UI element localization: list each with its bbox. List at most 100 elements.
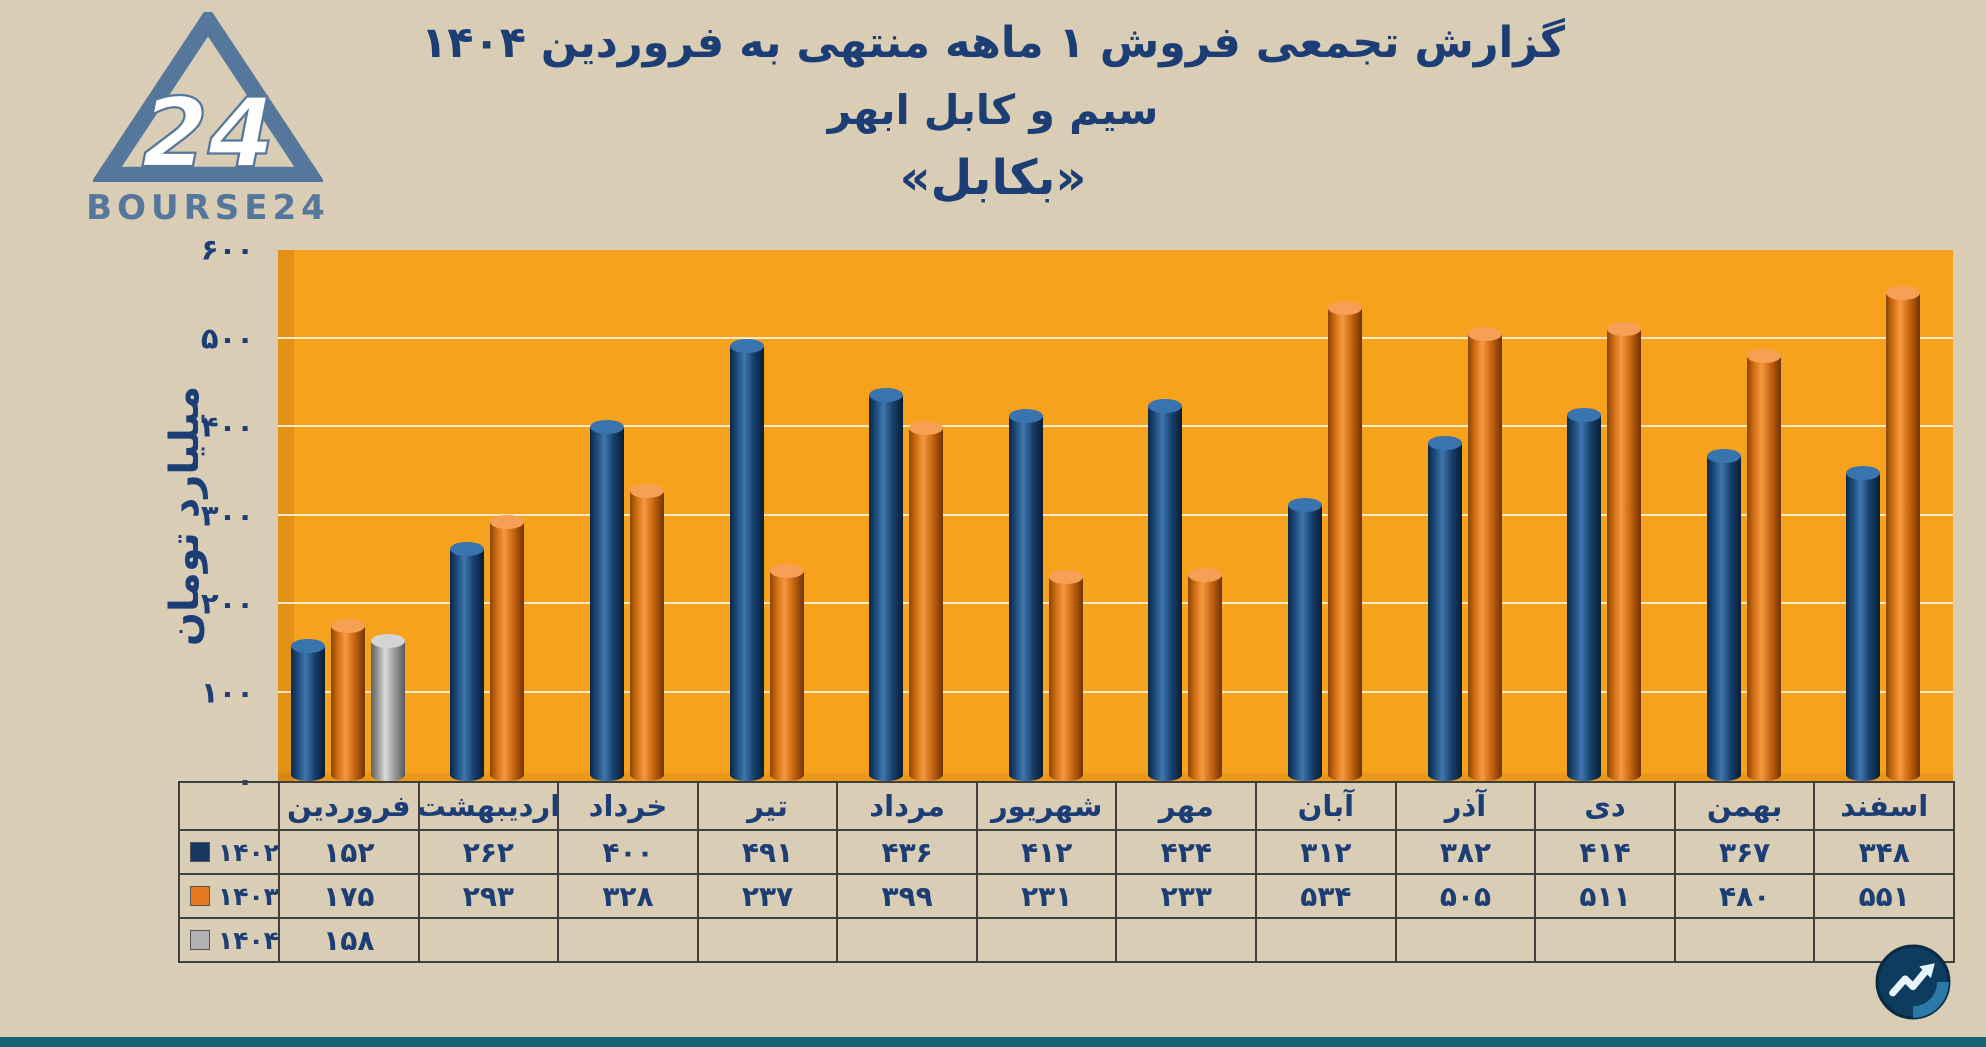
value-cell-series1-month2: ۳۲۸ [559, 875, 699, 919]
bar-top-icon [290, 639, 325, 653]
bar-top-icon [1188, 568, 1223, 582]
logo-number: 24 [142, 79, 274, 182]
value-cell-series0-month2: ۴۰۰ [559, 831, 699, 875]
value-cell-series2-month0: ۱۵۸ [280, 919, 420, 963]
bar-series1-month9 [1607, 322, 1641, 781]
logo-triangle-icon: 24 [90, 5, 326, 190]
plot-area [278, 250, 1953, 781]
value-cell-series1-month8: ۵۰۵ [1396, 875, 1537, 919]
y-axis: ۰ ۱۰۰ ۲۰۰ ۳۰۰ ۴۰۰ ۵۰۰ ۶۰۰ [0, 235, 262, 795]
bar-series1-month5 [1048, 570, 1083, 781]
gridline [278, 602, 1953, 604]
month-header-cell: مهر [1117, 783, 1258, 831]
bar-top-icon [1567, 408, 1601, 422]
bar-top-icon [769, 564, 804, 578]
legend-swatch [190, 886, 210, 906]
bar-series1-month11 [1886, 286, 1921, 781]
value-cell-series1-month4: ۳۹۹ [838, 875, 978, 919]
bar-series0-month1 [450, 542, 485, 781]
bar-top-icon [1467, 327, 1502, 341]
bourse24-watermark-icon [1875, 944, 1951, 1020]
ticker-symbol: «بکابل» [899, 150, 1087, 206]
bar-top-icon [729, 339, 764, 353]
value-cell-series2-month4 [838, 919, 978, 963]
bar-top-icon [1287, 498, 1322, 512]
value-cell-series1-month3: ۲۳۷ [698, 875, 839, 919]
y-tick-label: ۲۰۰ [200, 586, 254, 621]
bar-series0-month3 [729, 339, 764, 781]
y-tick-label: ۵۰۰ [200, 321, 254, 355]
bar-series1-month0 [330, 619, 365, 781]
bar-series0-month9 [1567, 408, 1601, 781]
bar-top-icon [1327, 301, 1362, 315]
bar-series0-month0 [290, 639, 325, 781]
value-cell-series2-month10 [1675, 919, 1816, 963]
value-cell-series0-month3: ۴۹۱ [698, 831, 839, 875]
value-cell-series1-month9: ۵۱۱ [1536, 875, 1676, 919]
bar-top-icon [330, 619, 365, 633]
bar-top-icon [869, 388, 904, 402]
value-cell-series1-month7: ۵۳۴ [1257, 875, 1397, 919]
gridline [278, 690, 1953, 693]
month-header-cell: دی [1536, 783, 1676, 831]
legend-cell: ۱۴۰۳ [180, 875, 280, 919]
value-cell-series2-month5 [977, 919, 1118, 963]
value-cell-series2-month3 [698, 919, 839, 963]
value-cell-series0-month1: ۲۶۲ [419, 831, 560, 875]
legend-year: ۱۴۰۲ [218, 837, 280, 867]
bar-top-icon [1886, 286, 1921, 300]
bar-top-icon [1746, 349, 1781, 363]
y-tick-label: ۱۰۰ [200, 675, 254, 709]
value-cell-series2-month8 [1396, 919, 1537, 963]
y-tick-label: ۴۰۰ [200, 409, 254, 444]
y-tick-label: ۶۰۰ [200, 232, 254, 267]
y-tick-label: ۳۰۰ [200, 498, 254, 532]
bar-series0-month8 [1427, 436, 1462, 781]
bar-series1-month6 [1188, 568, 1223, 781]
value-cell-series2-month7 [1257, 919, 1397, 963]
bar-top-icon [370, 634, 405, 648]
bar-top-icon [1008, 409, 1043, 423]
bar-series0-month2 [590, 420, 624, 781]
value-cell-series0-month10: ۳۶۷ [1675, 831, 1816, 875]
month-header-cell: اردیبهشت [419, 783, 560, 831]
month-header-cell: شهریور [977, 783, 1118, 831]
bar-top-icon [1706, 449, 1741, 463]
y-tick-label: ۰ [236, 763, 254, 798]
value-cell-series1-month11: ۵۵۱ [1815, 875, 1955, 919]
bar-series1-month4 [909, 421, 944, 781]
month-header-cell: آبان [1257, 783, 1397, 831]
bar-top-icon [590, 420, 624, 434]
value-cell-series0-month11: ۳۴۸ [1815, 831, 1955, 875]
bar-series1-month7 [1327, 301, 1362, 781]
value-cell-series1-month10: ۴۸۰ [1675, 875, 1816, 919]
bar-top-icon [450, 542, 485, 556]
value-cell-series0-month8: ۳۸۲ [1396, 831, 1537, 875]
data-table: فروردین اردیبهشت خرداد تیر مرداد شهریور مهر آبا… [178, 781, 1955, 963]
bar-series1-month3 [769, 564, 804, 781]
value-cell-series0-month9: ۴۱۴ [1536, 831, 1676, 875]
legend-swatch [190, 930, 210, 950]
gridline [278, 513, 1953, 516]
value-cell-series0-month5: ۴۱۲ [977, 831, 1118, 875]
value-cell-series2-month9 [1536, 919, 1676, 963]
bar-top-icon [1048, 570, 1083, 584]
month-header-cell: فروردین [280, 783, 420, 831]
legend-cell: ۱۴۰۲ [180, 831, 280, 875]
bar-top-icon [630, 484, 664, 498]
bar-series1-month2 [630, 484, 664, 781]
month-header-cell: خرداد [559, 783, 699, 831]
month-header-cell: بهمن [1675, 783, 1816, 831]
value-cell-series2-month6 [1117, 919, 1258, 963]
legend-swatch [190, 842, 210, 862]
value-cell-series0-month4: ۴۳۶ [838, 831, 978, 875]
bar-series1-month8 [1467, 327, 1502, 781]
legend-year: ۱۴۰۳ [218, 881, 280, 911]
chart-title: گزارش تجمعی فروش ۱ ماهه منتهی به فروردین… [420, 18, 1566, 68]
bar-series0-month5 [1008, 409, 1043, 781]
value-cell-series0-month7: ۳۱۲ [1257, 831, 1397, 875]
bar-top-icon [1607, 322, 1641, 336]
bar-series2-month0 [370, 634, 405, 781]
value-cell-series2-month2 [559, 919, 699, 963]
